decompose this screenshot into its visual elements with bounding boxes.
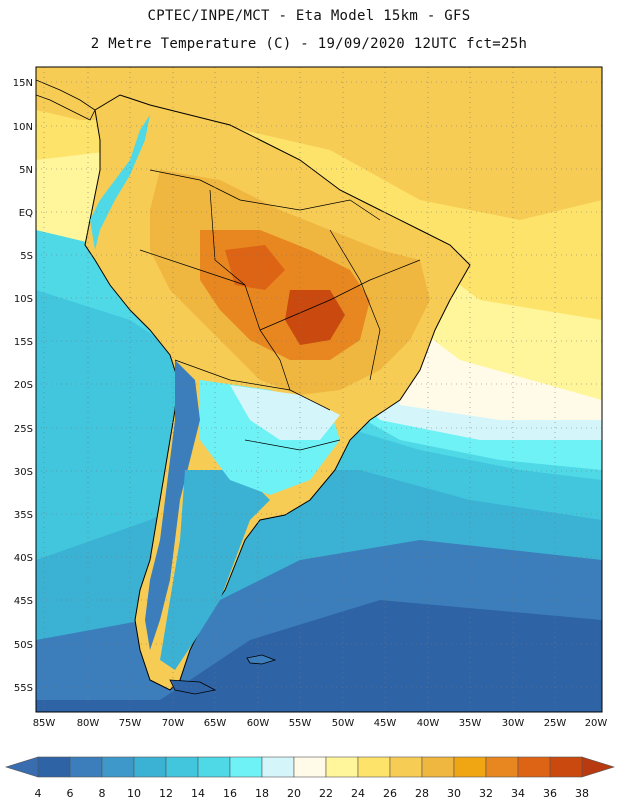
colorbar-label: 10 — [127, 787, 141, 800]
lon-label: 80W — [77, 718, 100, 729]
colorbar-swatches — [4, 756, 616, 778]
central-america — [36, 79, 96, 121]
lat-label: 45S — [14, 596, 33, 607]
colorbar-label: 4 — [35, 787, 42, 800]
lon-label: 55W — [289, 718, 312, 729]
colorbar-label: 8 — [99, 787, 106, 800]
pampas-pale — [230, 385, 340, 440]
falkland-islands — [246, 654, 277, 665]
title-line-1: CPTEC/INPE/MCT - Eta Model 15km - GFS — [147, 8, 471, 24]
colorbar-swatch — [165, 756, 199, 778]
colorbar-label: 24 — [351, 787, 365, 800]
colorbar-label: 28 — [415, 787, 429, 800]
temperature-map: 15N 10N 5N EQ 5S 10S 15S 20S 25S 30S 35S… — [13, 66, 608, 729]
colorbar-label: 12 — [159, 787, 173, 800]
colorbar-label: 14 — [191, 787, 205, 800]
title-line-2: 2 Metre Temperature (C) - 19/09/2020 12U… — [90, 36, 528, 52]
map-border — [35, 66, 603, 713]
colorbar-swatch — [389, 756, 423, 778]
colorbar-swatch — [517, 756, 551, 778]
colorbar-swatch — [325, 756, 359, 778]
lat-label: 25S — [14, 424, 33, 435]
lon-label: 50W — [332, 718, 355, 729]
patagonia-cool — [160, 470, 270, 670]
lon-label: 20W — [585, 718, 608, 729]
andes-cool-south — [145, 360, 200, 650]
lat-label: 10S — [14, 294, 33, 305]
colorbar-swatch — [421, 756, 455, 778]
lat-label: 55S — [14, 683, 33, 694]
lon-axis: 85W 80W 75W 70W 65W 60W 55W 50W 45W 40W … — [33, 718, 608, 729]
lat-label: 15S — [14, 337, 33, 348]
land-hot-spot-west — [225, 245, 285, 290]
colorbar-label: 38 — [575, 787, 589, 800]
colorbar-swatch — [549, 756, 583, 778]
colorbar-label: 34 — [511, 787, 525, 800]
lat-label: 20S — [14, 380, 33, 391]
colorbar-label: 36 — [543, 787, 557, 800]
colorbar-swatch — [261, 756, 295, 778]
temperature-colorbar: 4 6 8 10 12 14 16 18 20 22 24 26 28 30 3… — [4, 756, 616, 800]
lon-label: 85W — [33, 718, 56, 729]
lon-label: 25W — [544, 718, 567, 729]
colorbar-swatch — [197, 756, 231, 778]
colorbar-label: 18 — [255, 787, 269, 800]
lon-label: 75W — [119, 718, 142, 729]
colorbar-swatch — [133, 756, 167, 778]
lon-label: 35W — [459, 718, 482, 729]
colorbar-swatch — [101, 756, 135, 778]
colorbar-swatch — [293, 756, 327, 778]
map-field — [36, 67, 602, 712]
country-borders — [139, 169, 421, 451]
colorbar-swatch — [453, 756, 487, 778]
colorbar-label: 20 — [287, 787, 301, 800]
tierra-del-fuego — [169, 679, 217, 695]
lat-label: 50S — [14, 640, 33, 651]
lat-label: 10N — [13, 122, 33, 133]
lat-label: 30S — [14, 467, 33, 478]
lat-label: 35S — [14, 510, 33, 521]
lon-label: 45W — [374, 718, 397, 729]
colorbar-label: 30 — [447, 787, 461, 800]
colorbar-swatch — [357, 756, 391, 778]
lat-label: 5N — [19, 165, 33, 176]
colorbar-label: 26 — [383, 787, 397, 800]
lon-label: 40W — [417, 718, 440, 729]
lon-label: 30W — [502, 718, 525, 729]
lon-label: 60W — [247, 718, 270, 729]
colorbar-labels: 4 6 8 10 12 14 16 18 20 22 24 26 28 30 3… — [35, 787, 590, 800]
lon-label: 70W — [162, 718, 185, 729]
lat-label: EQ — [19, 208, 33, 219]
andes-cool-north — [90, 115, 150, 250]
colorbar-swatch — [485, 756, 519, 778]
colorbar-swatch — [69, 756, 103, 778]
colorbar-arrow-high — [581, 756, 616, 778]
lat-axis: 15N 10N 5N EQ 5S 10S 15S 20S 25S 30S 35S… — [13, 78, 33, 694]
colorbar-label: 16 — [223, 787, 237, 800]
colorbar-swatch — [37, 756, 71, 778]
lon-label: 65W — [204, 718, 227, 729]
lat-label: 5S — [20, 251, 33, 262]
colorbar-label: 6 — [67, 787, 74, 800]
colorbar-label: 22 — [319, 787, 333, 800]
colorbar-label: 32 — [479, 787, 493, 800]
lat-label: 40S — [14, 553, 33, 564]
land-hottest-core — [285, 290, 345, 345]
colorbar-swatch — [229, 756, 263, 778]
colorbar-arrow-low — [4, 756, 39, 778]
ocean-band-north-atlantic — [36, 67, 602, 220]
lat-label: 15N — [13, 78, 33, 89]
